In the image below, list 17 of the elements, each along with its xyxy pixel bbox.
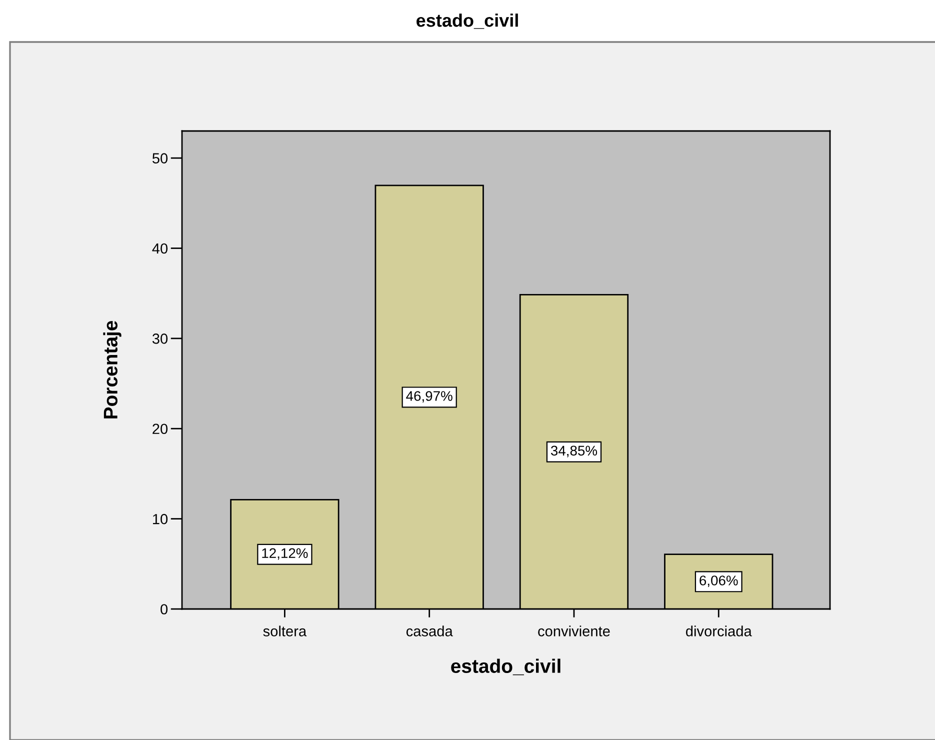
y-tick-label: 20 bbox=[152, 424, 168, 434]
chart-title: estado_civil bbox=[416, 14, 518, 29]
data-label: 46,97% bbox=[406, 391, 452, 403]
x-tick-label: soltera bbox=[263, 626, 307, 636]
y-tick-label: 50 bbox=[152, 153, 168, 164]
y-tick-label: 10 bbox=[153, 514, 168, 524]
data-label: 12,12% bbox=[262, 548, 308, 560]
x-tick-label: casada bbox=[406, 626, 453, 636]
data-label: 34,85% bbox=[550, 446, 598, 458]
x-axis-title: estado_civil bbox=[451, 658, 560, 676]
x-tick-label: divorciada bbox=[686, 626, 752, 636]
y-tick-label: 0 bbox=[160, 604, 168, 614]
y-tick-label: 30 bbox=[152, 334, 168, 344]
y-axis-title: Porcentaje bbox=[103, 320, 122, 418]
data-label: 6,06% bbox=[700, 576, 738, 588]
y-tick-label: 40 bbox=[152, 243, 168, 254]
x-tick-label: conviviente bbox=[538, 626, 610, 636]
